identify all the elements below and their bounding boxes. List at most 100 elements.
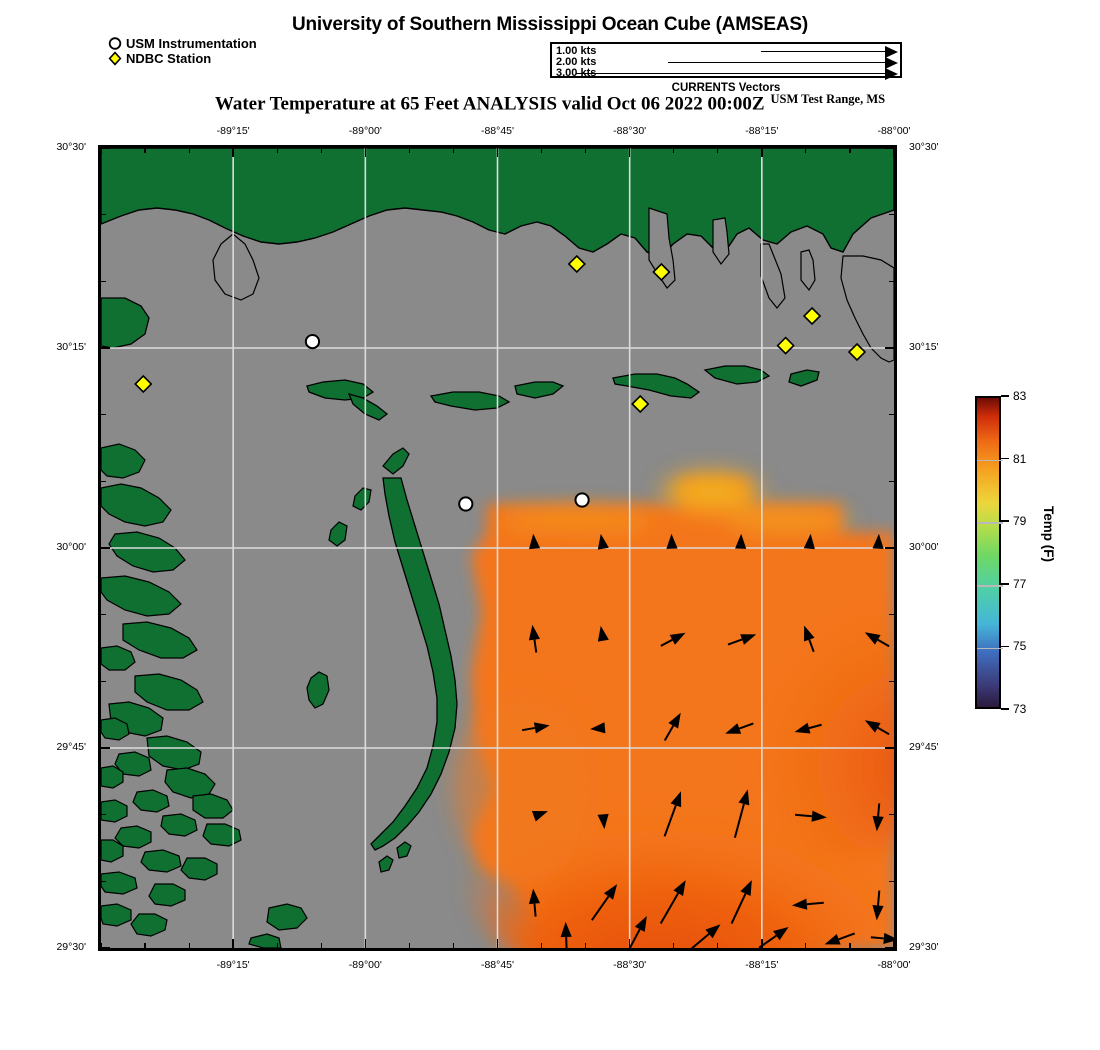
current-vector-arrow (705, 924, 721, 939)
current-vector-arrow (794, 722, 811, 734)
map-panel[interactable] (98, 145, 897, 951)
lon-tick-major (893, 148, 895, 157)
lon-tick-major (232, 148, 234, 157)
lon-tick-minor (849, 148, 851, 153)
lon-tick-minor (276, 148, 278, 153)
lat-tick-label-left: 29°45' (56, 741, 86, 753)
diamond-marker-icon (107, 51, 123, 66)
delta-marsh-23 (148, 883, 186, 907)
usm-station-marker[interactable] (304, 334, 321, 350)
ndbc-station-marker[interactable] (847, 342, 867, 362)
lon-tick-minor (717, 943, 719, 948)
marker-legend: USM Instrumentation NDBC Station (107, 36, 257, 66)
current-vector-arrow (666, 533, 678, 549)
lat-tick-minor (101, 280, 106, 282)
lon-tick-minor (188, 148, 190, 153)
station-markers (134, 254, 867, 512)
ndbc-station-marker[interactable] (631, 394, 650, 414)
vector-scale-legend: 1.00 kts 2.00 kts 3.00 kts (550, 42, 902, 80)
current-vector-arrow (804, 625, 815, 642)
current-vector-arrow (670, 791, 682, 808)
vector-scale-row: 2.00 kts (552, 56, 900, 69)
chandeleur-islands (370, 477, 458, 851)
current-vector-arrow (872, 815, 884, 832)
delta-marsh-25 (130, 913, 168, 937)
current-vector-arrow (740, 880, 752, 897)
chandeleur-islet-1 (352, 487, 372, 511)
current-vector-arrow (528, 888, 541, 905)
barrier-island-3 (514, 381, 565, 399)
legend-label-ndbc: NDBC Station (126, 51, 212, 66)
current-vectors (521, 533, 894, 948)
lon-tick-label-bottom: -89°15' (216, 959, 250, 971)
delta-marsh-4 (122, 621, 198, 659)
chandeleur-islet-3 (396, 841, 412, 859)
vector-scale-arrowhead (885, 57, 898, 69)
bay-2 (760, 243, 786, 309)
lon-tick-minor (144, 148, 146, 153)
current-vector-arrow (773, 927, 789, 941)
colorbar: Temp (F) 73 75 77 79 81 83 (975, 389, 1056, 716)
ndbc-station-marker[interactable] (776, 336, 795, 355)
lat-tick-minor (101, 414, 106, 416)
delta-marsh-15 (160, 813, 198, 837)
lon-tick-major (761, 148, 763, 157)
region-label: USM Test Range, MS (770, 92, 886, 106)
vector-scale-row: 1.00 kts (552, 45, 900, 58)
delta-marsh-27 (248, 933, 282, 948)
ndbc-station-marker[interactable] (567, 254, 586, 274)
ndbc-station-marker[interactable] (802, 306, 822, 326)
lon-tick-minor (276, 943, 278, 948)
colorbar-inner-tick (977, 647, 1003, 650)
current-vector-arrow (824, 934, 841, 945)
barrier-island-4 (612, 373, 701, 399)
current-vector-arrow (738, 789, 750, 806)
lat-tick-major (101, 147, 110, 149)
lat-tick-label-right: 30°00' (909, 541, 939, 553)
colorbar-tick (1001, 457, 1009, 460)
barrier-island-2 (429, 391, 511, 411)
lat-tick-minor (889, 414, 894, 416)
bay-0 (648, 207, 676, 289)
lon-tick-label-bottom: -88°45' (480, 959, 515, 971)
delta-marsh-19 (140, 849, 182, 873)
lat-tick-minor (101, 480, 106, 482)
delta-marsh-11 (114, 751, 152, 777)
lon-tick-label-bottom: -89°00' (348, 959, 382, 971)
current-vector-arrow (803, 533, 815, 550)
lon-tick-label-top: -88°30' (613, 125, 647, 137)
lat-tick-minor (101, 214, 106, 216)
lon-tick-minor (849, 943, 851, 948)
colorbar-tick (1001, 645, 1009, 648)
usm-station-marker[interactable] (574, 492, 590, 508)
ndbc-station-marker[interactable] (134, 374, 153, 394)
current-vector-arrow (872, 533, 884, 549)
usm-station-marker[interactable] (458, 496, 474, 512)
current-vector-arrow (735, 533, 747, 549)
delta-marsh-0 (101, 443, 146, 479)
legend-label-usm: USM Instrumentation (126, 36, 257, 51)
lat-tick-minor (889, 214, 894, 216)
lon-tick-minor (320, 148, 322, 153)
lon-tick-minor (585, 148, 587, 153)
lon-tick-minor (805, 148, 807, 153)
colorbar-tick-label: 75 (1013, 639, 1027, 654)
barrier-island-6 (788, 369, 820, 387)
bay-4 (212, 233, 260, 301)
lon-tick-label-top: -88°15' (745, 125, 779, 137)
subtitle-row: Water Temperature at 65 Feet ANALYSIS va… (0, 92, 1100, 115)
lon-tick-label-top: -89°00' (348, 125, 382, 137)
current-vector-arrow (531, 810, 548, 822)
chandeleur-islet-2 (328, 521, 348, 547)
delta-marsh-14 (132, 789, 170, 813)
bay-5 (840, 255, 894, 363)
lon-tick-minor (585, 943, 587, 948)
colorbar-inner-tick (977, 522, 1003, 524)
ndbc-station-marker[interactable] (652, 262, 671, 282)
lon-tick-minor (408, 148, 410, 153)
chandeleur-islet-0 (382, 447, 410, 475)
temperature-shading (453, 470, 894, 948)
lon-tick-major (364, 148, 367, 157)
current-vector-arrow (864, 720, 881, 733)
lon-tick-major (761, 939, 763, 948)
